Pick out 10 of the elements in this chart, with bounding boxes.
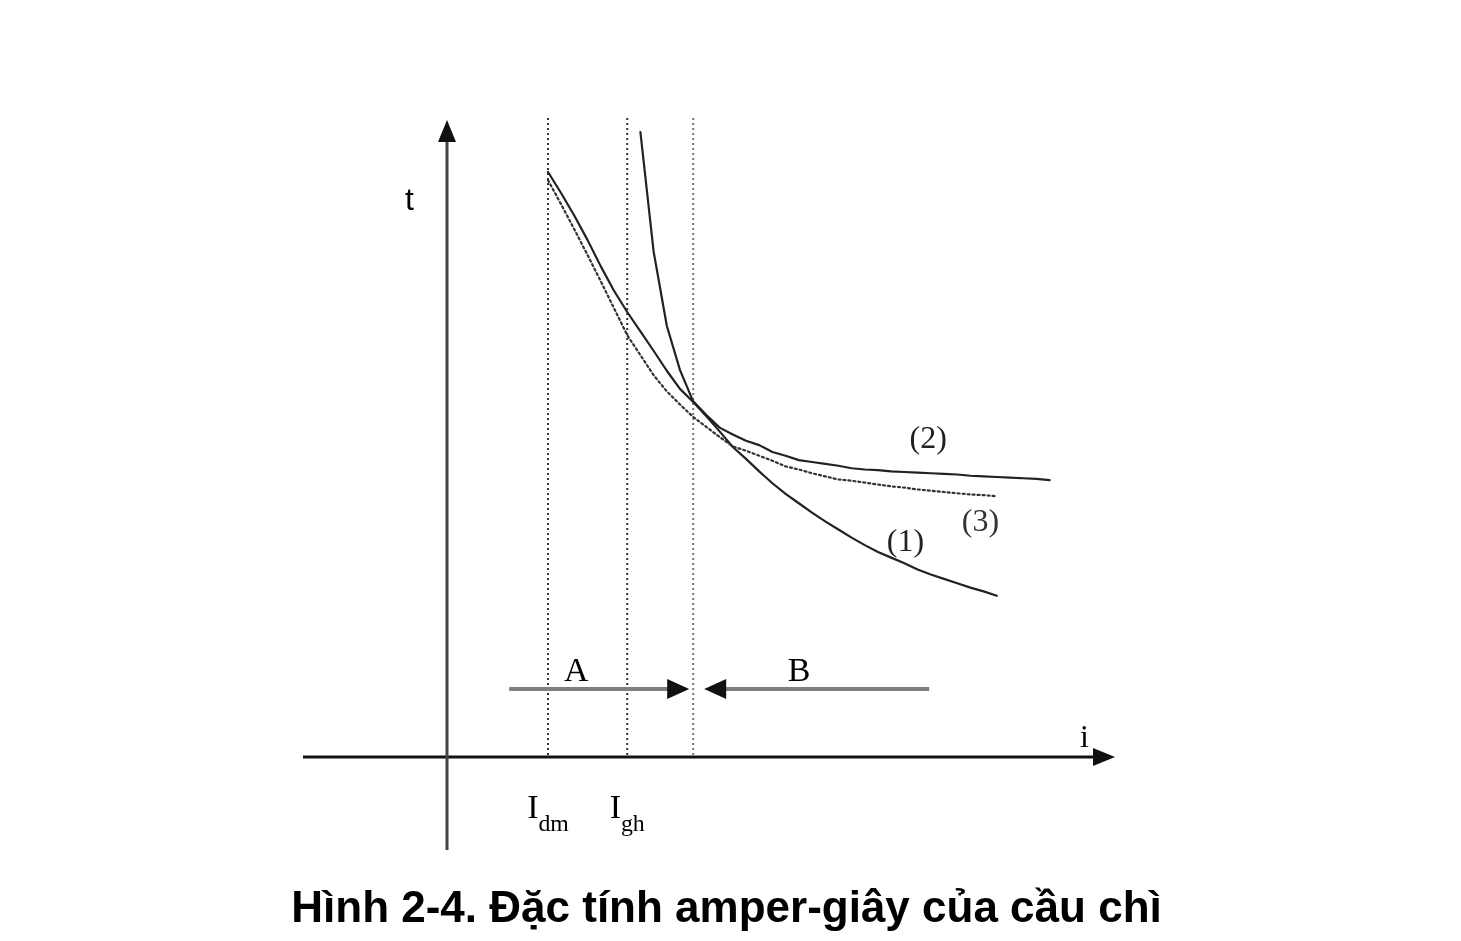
y-axis-title: t [405,181,414,217]
series-label: (2) [909,419,947,456]
x-tick-label: I$_{gh}$ [609,788,645,836]
annotation: B [787,651,811,688]
annotation: A [563,651,589,688]
x-axis-title: i [1080,718,1089,754]
series-label: (3) [961,502,1000,539]
series-label: (1) [886,521,925,558]
x-tick-label: I$_{dm}$ [527,788,570,836]
text: Hình 2-4. Đặc tính amper-giây của cầu chì [291,882,1162,931]
